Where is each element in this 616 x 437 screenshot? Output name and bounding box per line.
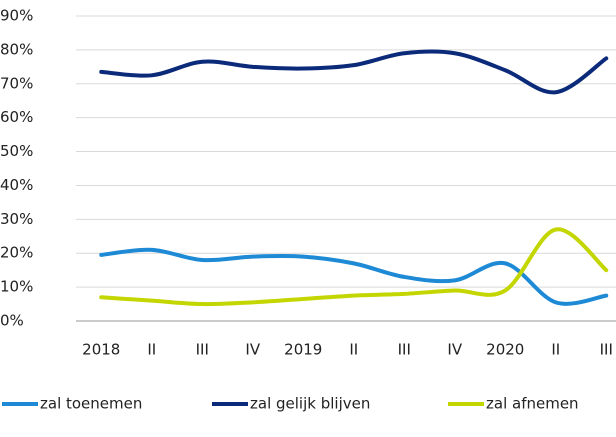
legend-label: zal toenemen <box>40 395 142 413</box>
x-tick-label: 2020 <box>486 341 524 359</box>
x-tick-label: IV <box>447 341 462 359</box>
x-tick-label: II <box>349 341 358 359</box>
y-tick-label: 80% <box>0 40 33 58</box>
line-series <box>99 247 609 306</box>
line-series <box>99 49 609 95</box>
y-tick-label: 30% <box>0 210 33 228</box>
x-tick-label: 2018 <box>82 341 120 359</box>
y-tick-label: 0% <box>0 312 24 330</box>
y-tick-label: 90% <box>0 7 33 25</box>
x-tick-label: III <box>600 341 613 359</box>
x-tick-label: III <box>196 341 209 359</box>
y-tick-label: 50% <box>0 142 33 160</box>
x-tick-label: II <box>551 341 560 359</box>
line-series <box>99 227 609 307</box>
y-tick-label: 40% <box>0 176 33 194</box>
x-tick-label: 2019 <box>284 341 322 359</box>
y-tick-label: 70% <box>0 74 33 92</box>
x-tick-label: IV <box>245 341 260 359</box>
x-tick-label: III <box>398 341 411 359</box>
legend-label: zal afnemen <box>486 395 579 413</box>
y-tick-label: 60% <box>0 108 33 126</box>
y-tick-label: 20% <box>0 244 33 262</box>
legend-label: zal gelijk blijven <box>250 395 370 413</box>
y-tick-label: 10% <box>0 278 33 296</box>
x-tick-label: II <box>147 341 156 359</box>
